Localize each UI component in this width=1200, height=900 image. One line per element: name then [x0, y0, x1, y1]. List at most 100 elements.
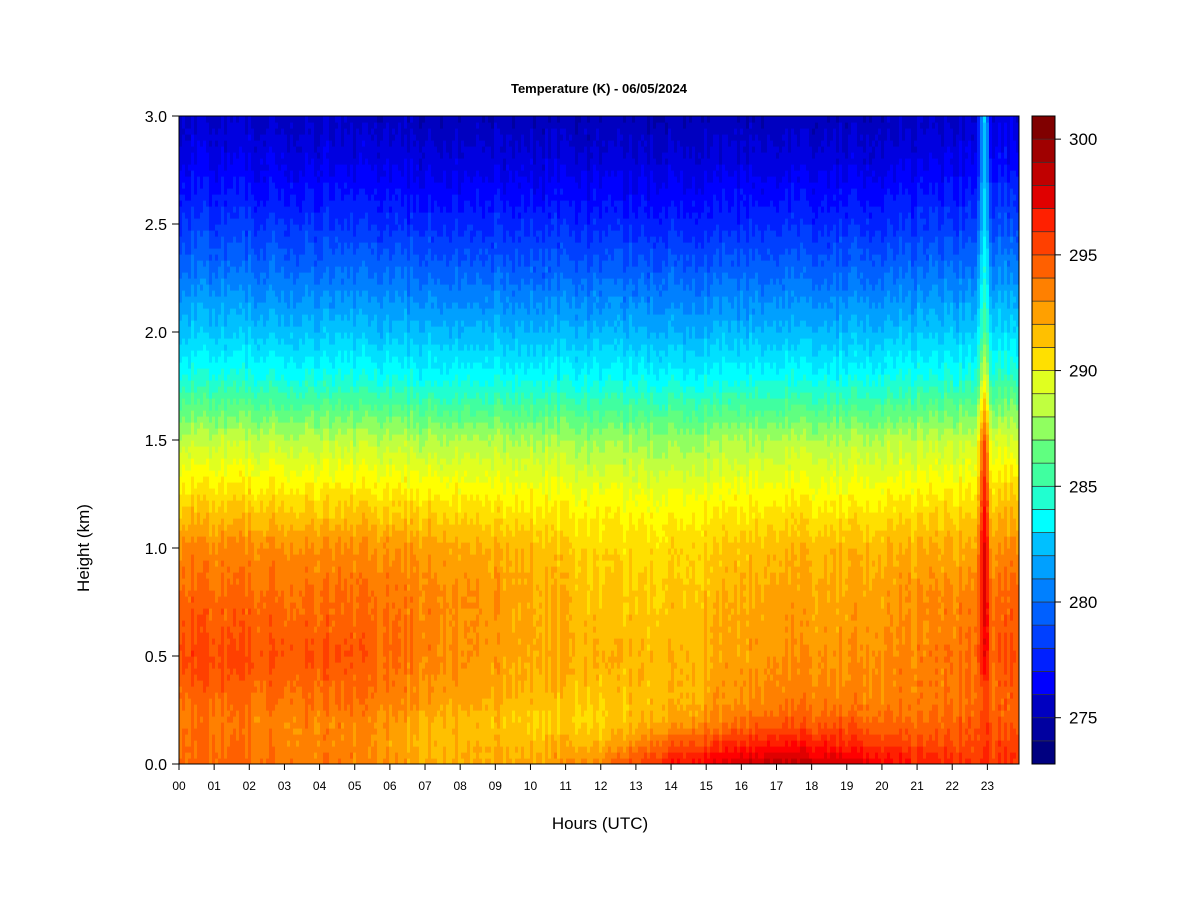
heatmap-cell — [200, 254, 204, 261]
heatmap-cell — [212, 398, 216, 405]
heatmap-cell — [179, 614, 183, 621]
heatmap-cell — [194, 344, 198, 351]
heatmap-cell — [227, 320, 231, 327]
heatmap-cell — [194, 722, 198, 729]
heatmap-cell — [188, 548, 192, 555]
heatmap-cell — [227, 374, 231, 381]
heatmap-cell — [182, 530, 186, 537]
heatmap-cell — [221, 482, 225, 489]
heatmap-cell — [185, 152, 189, 159]
heatmap-cell — [236, 368, 240, 375]
heatmap-cell — [227, 698, 231, 705]
heatmap-cell — [227, 326, 231, 333]
heatmap-cell — [224, 494, 228, 501]
heatmap-cell — [188, 464, 192, 471]
heatmap-cell — [209, 374, 213, 381]
heatmap-cell — [218, 590, 222, 597]
heatmap-cell — [236, 638, 240, 645]
heatmap-cell — [191, 362, 195, 369]
heatmap-cell — [185, 404, 189, 411]
heatmap-cell — [212, 608, 216, 615]
heatmap-cell — [179, 272, 183, 279]
heatmap-cell — [236, 440, 240, 447]
heatmap-cell — [218, 392, 222, 399]
heatmap-cell — [209, 362, 213, 369]
heatmap-cell — [197, 470, 201, 477]
heatmap-cell — [212, 734, 216, 741]
heatmap-column — [209, 116, 213, 764]
heatmap-cell — [221, 326, 225, 333]
heatmap-cell — [218, 734, 222, 741]
heatmap-cell — [203, 212, 207, 219]
heatmap-cell — [182, 386, 186, 393]
heatmap-cell — [185, 224, 189, 231]
heatmap-cell — [224, 134, 228, 141]
heatmap-cell — [188, 368, 192, 375]
heatmap-cell — [203, 740, 207, 747]
heatmap-cell — [194, 374, 198, 381]
heatmap-cell — [230, 458, 234, 465]
heatmap-cell — [233, 128, 237, 135]
heatmap-cell — [194, 614, 198, 621]
heatmap-cell — [206, 242, 210, 249]
heatmap-cell — [230, 134, 234, 141]
heatmap-cell — [218, 422, 222, 429]
heatmap-cell — [200, 260, 204, 267]
heatmap-cell — [206, 692, 210, 699]
heatmap-cell — [194, 380, 198, 387]
heatmap-cell — [185, 512, 189, 519]
heatmap-cell — [194, 416, 198, 423]
heatmap-cell — [230, 260, 234, 267]
heatmap-cell — [224, 572, 228, 579]
heatmap-cell — [179, 572, 183, 579]
heatmap-cell — [221, 146, 225, 153]
heatmap-cell — [182, 476, 186, 483]
heatmap-column — [185, 116, 189, 764]
heatmap-cell — [221, 470, 225, 477]
heatmap-cell — [218, 116, 222, 123]
heatmap-cell — [182, 368, 186, 375]
heatmap-cell — [206, 206, 210, 213]
heatmap-cell — [200, 566, 204, 573]
heatmap-cell — [236, 164, 240, 171]
heatmap-cell — [206, 194, 210, 201]
heatmap-cell — [179, 332, 183, 339]
heatmap-cell — [221, 368, 225, 375]
heatmap-cell — [203, 482, 207, 489]
heatmap-cell — [209, 464, 213, 471]
heatmap-cell — [236, 626, 240, 633]
heatmap-cell — [200, 752, 204, 759]
heatmap-cell — [185, 710, 189, 717]
heatmap-cell — [179, 392, 183, 399]
heatmap-cell — [227, 644, 231, 651]
heatmap-cell — [191, 596, 195, 603]
heatmap-cell — [230, 482, 234, 489]
heatmap-cell — [185, 578, 189, 585]
heatmap-cell — [197, 344, 201, 351]
heatmap-cell — [197, 572, 201, 579]
heatmap-cell — [212, 722, 216, 729]
heatmap-cell — [209, 572, 213, 579]
heatmap-cell — [233, 224, 237, 231]
heatmap-cell — [188, 158, 192, 165]
heatmap-cell — [230, 374, 234, 381]
heatmap-cell — [209, 440, 213, 447]
heatmap-cell — [179, 134, 183, 141]
heatmap-cell — [218, 284, 222, 291]
heatmap-cell — [185, 530, 189, 537]
heatmap-cell — [188, 428, 192, 435]
heatmap-cell — [218, 428, 222, 435]
heatmap-cell — [197, 710, 201, 717]
heatmap-cell — [230, 140, 234, 147]
heatmap-cell — [212, 596, 216, 603]
heatmap-cell — [206, 422, 210, 429]
heatmap-cell — [236, 584, 240, 591]
heatmap-cell — [179, 536, 183, 543]
heatmap-cell — [203, 602, 207, 609]
heatmap-cell — [179, 146, 183, 153]
heatmap-cell — [224, 200, 228, 207]
heatmap-cell — [224, 398, 228, 405]
heatmap-cell — [182, 212, 186, 219]
heatmap-cell — [182, 284, 186, 291]
heatmap-cell — [179, 626, 183, 633]
